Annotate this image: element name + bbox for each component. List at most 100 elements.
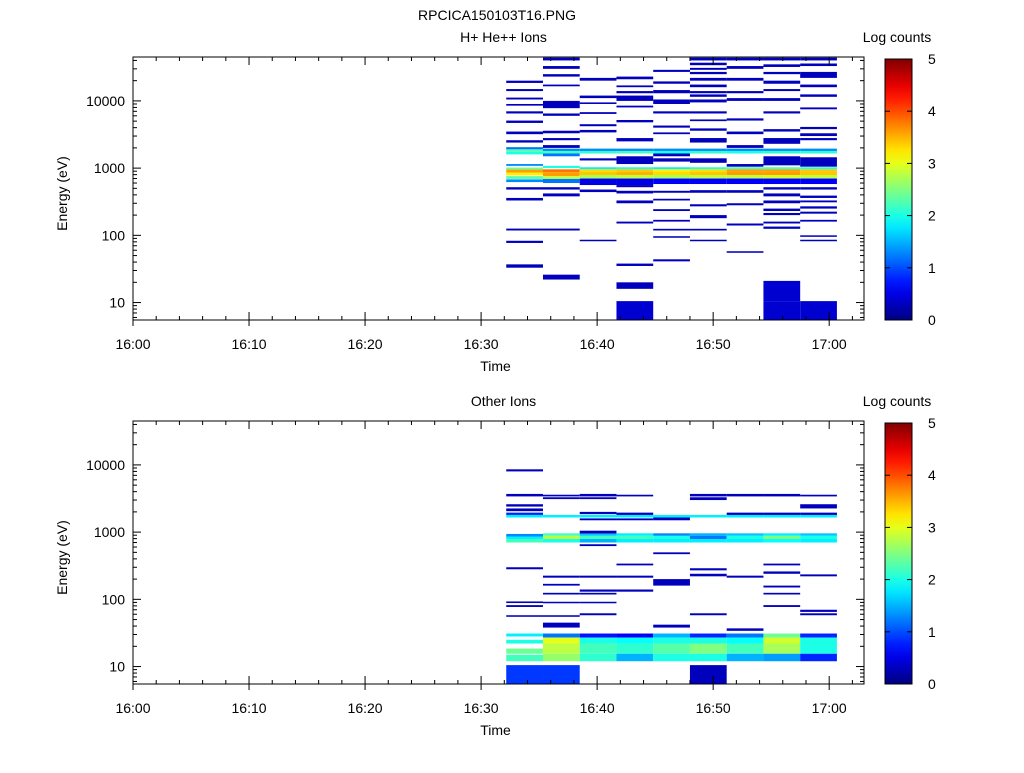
heatmap-cell [763, 169, 801, 172]
x-tick-label: 17:00 [812, 336, 847, 352]
heatmap-cell [800, 63, 837, 67]
heatmap-cell [506, 654, 543, 662]
heatmap-cell [763, 539, 801, 543]
heatmap-cell [506, 228, 543, 231]
heatmap-cell [616, 653, 654, 662]
heatmap-cell [616, 518, 654, 521]
heatmap-cell [616, 156, 654, 165]
heatmap-cell [579, 518, 617, 521]
heatmap-cell [506, 103, 543, 106]
heatmap-cell [689, 94, 727, 97]
heatmap-cell [542, 84, 580, 87]
heatmap-cell [616, 85, 654, 88]
heatmap-cell [800, 84, 837, 88]
heatmap-cell [542, 274, 580, 280]
plot-frame [132, 56, 865, 321]
heatmap-cell [689, 71, 727, 75]
y-tick-label: 100 [102, 591, 126, 607]
heatmap-cell [542, 637, 580, 644]
heatmap-cell [653, 132, 690, 135]
heatmap-cell [579, 643, 617, 654]
heatmap-cell [616, 637, 654, 644]
x-tick-label: 17:00 [812, 700, 847, 716]
colorbar-tick-label: 4 [928, 103, 936, 119]
heatmap-cell [506, 536, 543, 539]
heatmap-cell [616, 535, 654, 539]
heatmap-cell [726, 575, 764, 578]
heatmap-cell [579, 148, 617, 151]
heatmap-cell [542, 653, 580, 662]
heatmap-cell [579, 158, 617, 161]
heatmap-cell [653, 539, 690, 543]
heatmap-cell [616, 171, 654, 175]
heatmap-cell [689, 119, 727, 122]
heatmap-cell [726, 514, 764, 518]
x-tick-label: 16:00 [115, 336, 150, 352]
heatmap-cell [616, 138, 654, 142]
heatmap-cell [542, 494, 580, 497]
heatmap-cell [726, 493, 764, 497]
heatmap-cell [689, 497, 727, 501]
heatmap-cell [579, 150, 617, 154]
heatmap-cell [616, 643, 654, 654]
heatmap-cell [689, 167, 727, 170]
heatmap-cell [800, 126, 837, 130]
heatmap-cell [763, 178, 801, 185]
heatmap-cell [689, 158, 727, 163]
heatmap-cell [542, 615, 580, 617]
heatmap-cell [653, 624, 690, 628]
heatmap-cell [579, 189, 617, 193]
heatmap-cell [689, 633, 727, 638]
heatmap-cell [800, 653, 837, 662]
heatmap-cell [800, 148, 837, 151]
heatmap-cell [763, 187, 801, 190]
heatmap-cell [653, 81, 690, 84]
x-tick-label: 16:40 [580, 336, 615, 352]
colorbar: 0 1 2 3 4 5 Log counts [863, 393, 936, 692]
heatmap-cell [726, 169, 764, 172]
heatmap-cell [800, 57, 837, 61]
heatmap-cell [542, 575, 580, 578]
heatmap-cell [763, 212, 801, 216]
heatmap-cell [542, 169, 580, 173]
heatmap-cell [689, 215, 727, 219]
heatmap-cell [763, 514, 801, 518]
heatmap-cell [579, 544, 617, 547]
heatmap-cells [506, 57, 837, 320]
heatmap-cell [579, 601, 617, 604]
heatmap-cell [616, 175, 654, 179]
heatmap-cell [689, 99, 727, 103]
heatmap-cell [506, 111, 543, 114]
heatmap-cell [800, 187, 837, 190]
heatmap-cell [616, 148, 654, 151]
heatmap-cell [616, 95, 654, 101]
heatmap-cell [653, 178, 690, 185]
x-tick-label: 16:50 [696, 700, 731, 716]
heatmap-cell [800, 178, 837, 185]
heatmap-cell [579, 539, 617, 543]
heatmap-cell [653, 643, 690, 654]
heatmap-cell [653, 171, 690, 175]
heatmap-cell [800, 504, 837, 509]
heatmap-cell [579, 530, 617, 534]
heatmap-cell [506, 151, 543, 155]
heatmap-cell [800, 71, 837, 78]
heatmap-cell [542, 148, 580, 151]
heatmap-cell [579, 178, 617, 186]
heatmap-cell [653, 148, 690, 151]
heatmap-cell [689, 533, 727, 536]
colorbar-tick-label: 2 [928, 208, 936, 224]
heatmap-cell [689, 573, 727, 577]
colorbar-scale [884, 422, 913, 685]
heatmap-cell [506, 164, 543, 166]
heatmap-cell [506, 601, 543, 604]
heatmap-cell [726, 57, 764, 61]
heatmap-cell [689, 178, 727, 185]
heatmap-cell [616, 200, 654, 204]
heatmap-cell [579, 637, 617, 644]
heatmap-cell [579, 613, 617, 616]
heatmap-cell [653, 579, 690, 586]
heatmap-cell [763, 493, 801, 497]
heatmap-cell [763, 637, 801, 644]
heatmap-cell [542, 74, 580, 77]
